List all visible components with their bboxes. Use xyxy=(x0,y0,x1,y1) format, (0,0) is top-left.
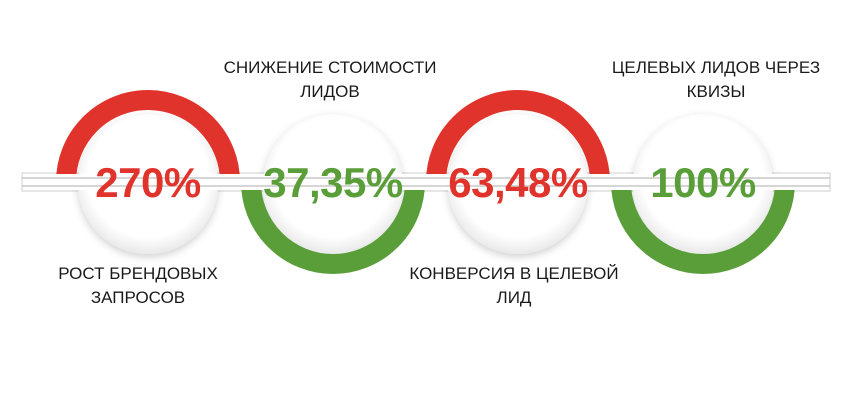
metric-caption-2-line-2: ЛИДОВ xyxy=(300,82,360,101)
metric-caption-3: КОНВЕРСИЯ В ЦЕЛЕВОЙ ЛИД xyxy=(384,262,644,310)
ring-arc-1 xyxy=(56,90,240,183)
ring-arc-2 xyxy=(241,181,425,274)
metric-caption-1: РОСТ БРЕНДОВЫХ ЗАПРОСОВ xyxy=(8,262,268,310)
metric-caption-4-line-1: ЦЕЛЕВЫХ ЛИДОВ ЧЕРЕЗ xyxy=(611,58,821,77)
metric-caption-1-line-1: РОСТ БРЕНДОВЫХ xyxy=(58,264,218,283)
metric-caption-3-line-1: КОНВЕРСИЯ В ЦЕЛЕВОЙ xyxy=(409,264,619,283)
metric-caption-4-line-2: КВИЗЫ xyxy=(686,82,746,101)
metric-value-3: 63,48% xyxy=(448,159,588,206)
metric-value-2: 37,35% xyxy=(263,159,403,206)
metric-caption-1-line-2: ЗАПРОСОВ xyxy=(90,288,186,307)
metric-caption-2-line-1: СНИЖЕНИЕ СТОИМОСТИ xyxy=(223,58,437,77)
metric-value-4: 100% xyxy=(650,159,756,206)
metric-caption-4: ЦЕЛЕВЫХ ЛИДОВ ЧЕРЕЗ КВИЗЫ xyxy=(586,56,846,104)
metric-caption-3-line-2: ЛИД xyxy=(496,288,532,307)
ring-arc-4 xyxy=(611,181,795,274)
ring-arc-3 xyxy=(426,90,610,183)
metric-value-1: 270% xyxy=(95,159,201,206)
metric-caption-2: СНИЖЕНИЕ СТОИМОСТИ ЛИДОВ xyxy=(200,56,460,104)
